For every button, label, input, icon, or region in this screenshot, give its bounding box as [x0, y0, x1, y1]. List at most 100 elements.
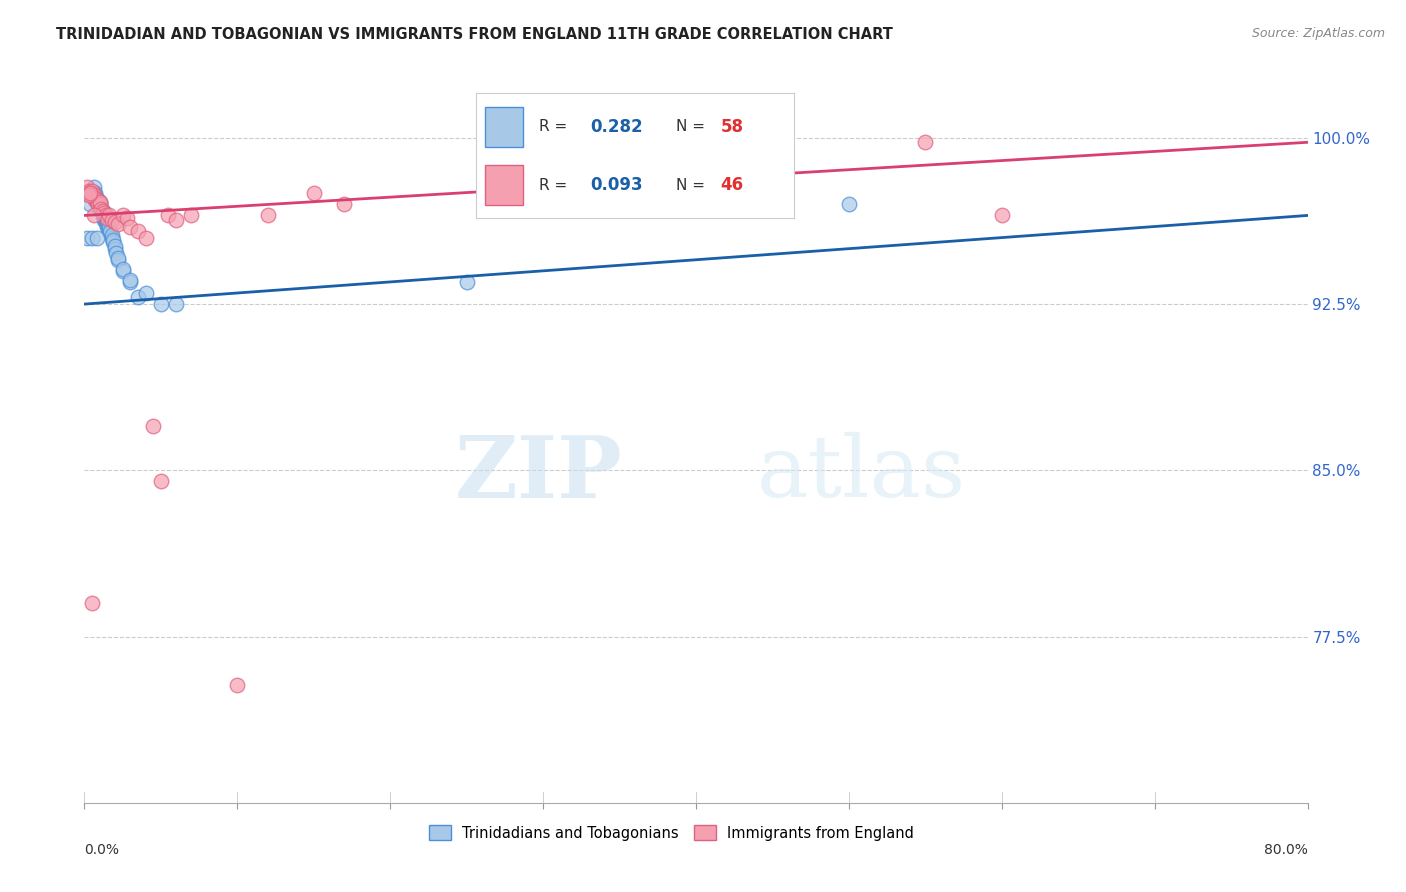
Point — [838, 197, 860, 211]
Point — [149, 475, 172, 489]
Point — [111, 261, 134, 276]
Point — [101, 212, 124, 227]
Point — [77, 184, 100, 198]
Point — [86, 230, 108, 244]
Point — [157, 209, 180, 223]
Point — [89, 195, 111, 210]
Text: ZIP: ZIP — [454, 432, 623, 516]
Point — [96, 211, 118, 225]
Point — [991, 209, 1014, 223]
Point — [115, 211, 138, 225]
Point — [83, 209, 105, 223]
Point — [84, 191, 107, 205]
Point — [127, 290, 149, 304]
Point — [84, 193, 107, 207]
Point — [87, 193, 110, 207]
Point — [97, 209, 120, 223]
Point — [96, 212, 118, 227]
Point — [111, 209, 134, 223]
Point — [90, 204, 112, 219]
Point — [101, 230, 124, 244]
Point — [104, 239, 127, 253]
Text: 0.0%: 0.0% — [84, 843, 120, 856]
Point — [97, 221, 120, 235]
Point — [91, 209, 114, 223]
Point — [89, 200, 111, 214]
Point — [120, 275, 142, 289]
Point — [96, 217, 118, 231]
Point — [107, 252, 129, 267]
Point — [142, 419, 165, 434]
Point — [86, 195, 108, 210]
Point — [91, 204, 114, 219]
Point — [79, 188, 101, 202]
Point — [89, 197, 111, 211]
Point — [83, 186, 105, 201]
Point — [103, 235, 125, 249]
Point — [77, 186, 100, 201]
Point — [456, 275, 478, 289]
Text: Source: ZipAtlas.com: Source: ZipAtlas.com — [1251, 27, 1385, 40]
Point — [135, 230, 157, 244]
Point — [80, 186, 103, 201]
Point — [107, 251, 129, 265]
Point — [96, 219, 118, 234]
Point — [914, 136, 936, 150]
Point — [93, 212, 115, 227]
Point — [97, 219, 120, 234]
Point — [91, 204, 114, 219]
Point — [91, 206, 114, 220]
Point — [80, 186, 103, 201]
Point — [89, 202, 111, 216]
Point — [120, 273, 142, 287]
Point — [75, 186, 97, 201]
Point — [165, 297, 187, 311]
Point — [94, 209, 117, 223]
Point — [94, 211, 117, 225]
Point — [135, 285, 157, 300]
Point — [226, 678, 249, 692]
Point — [333, 197, 356, 211]
Point — [89, 195, 111, 210]
Point — [93, 209, 115, 223]
Point — [83, 188, 105, 202]
Point — [91, 206, 114, 220]
Point — [149, 297, 172, 311]
Point — [97, 224, 120, 238]
Point — [107, 217, 129, 231]
Text: atlas: atlas — [758, 432, 966, 516]
Point — [80, 596, 103, 610]
Point — [302, 186, 325, 201]
Point — [98, 224, 121, 238]
Point — [93, 206, 115, 220]
Point — [79, 186, 101, 201]
Text: TRINIDADIAN AND TOBAGONIAN VS IMMIGRANTS FROM ENGLAND 11TH GRADE CORRELATION CHA: TRINIDADIAN AND TOBAGONIAN VS IMMIGRANTS… — [56, 27, 893, 42]
Point — [79, 186, 101, 201]
Point — [86, 193, 108, 207]
Point — [94, 215, 117, 229]
Point — [180, 209, 202, 223]
Point — [111, 264, 134, 278]
Text: 80.0%: 80.0% — [1264, 843, 1308, 856]
Point — [76, 230, 98, 244]
Point — [84, 186, 107, 201]
Point — [257, 209, 280, 223]
Point — [90, 202, 112, 216]
Point — [127, 224, 149, 238]
Point — [83, 179, 105, 194]
Point — [89, 197, 111, 211]
Legend: Trinidadians and Tobagonians, Immigrants from England: Trinidadians and Tobagonians, Immigrants… — [423, 820, 920, 847]
Point — [94, 212, 117, 227]
Point — [86, 193, 108, 207]
Point — [80, 188, 103, 202]
Point — [80, 230, 103, 244]
Point — [103, 233, 125, 247]
Point — [98, 226, 121, 240]
Point — [87, 197, 110, 211]
Point — [90, 202, 112, 216]
Point — [86, 195, 108, 210]
Point — [101, 228, 124, 243]
Point — [79, 197, 101, 211]
Point — [104, 215, 127, 229]
Point — [80, 184, 103, 198]
